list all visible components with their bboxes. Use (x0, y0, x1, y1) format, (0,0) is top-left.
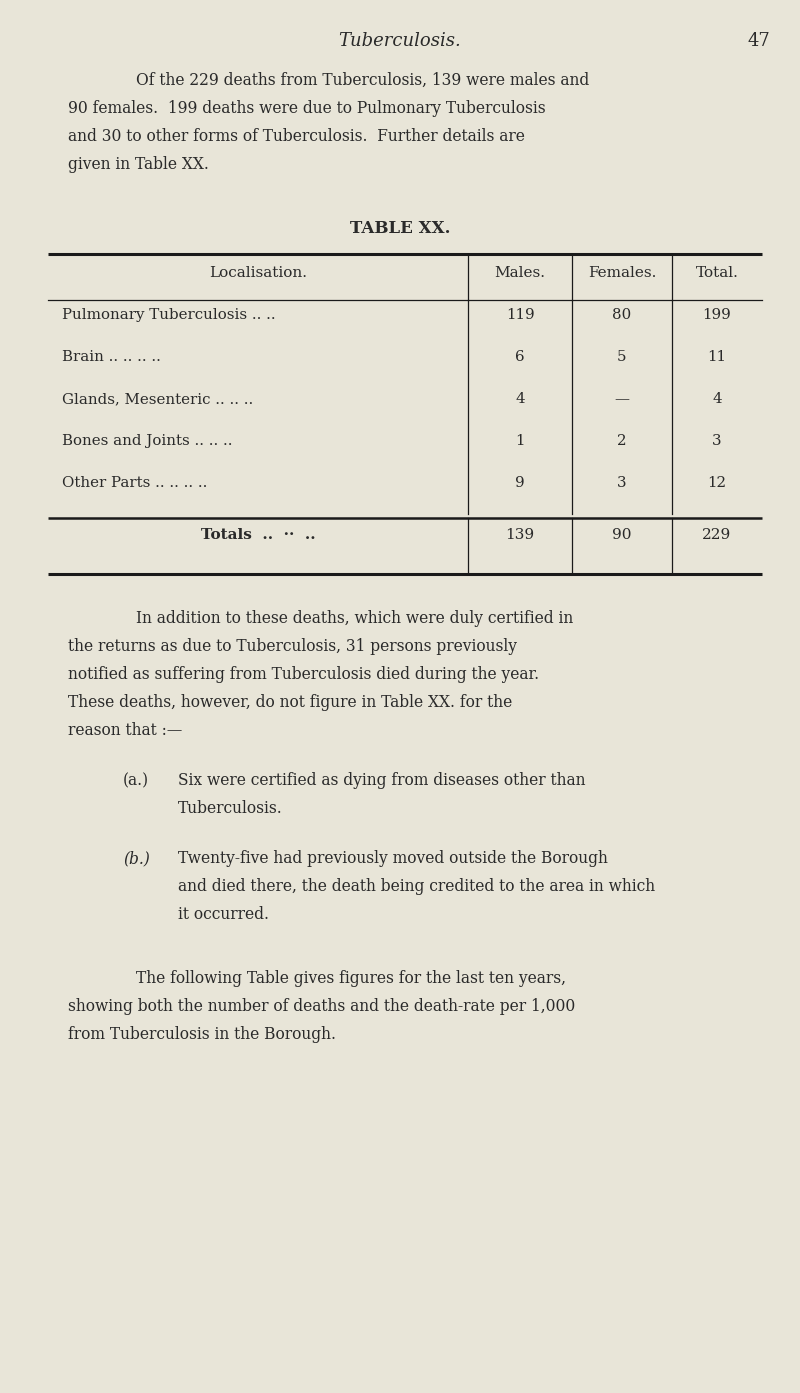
Text: Localisation.: Localisation. (209, 266, 307, 280)
Text: 11: 11 (707, 350, 726, 364)
Text: Pulmonary Tuberculosis .. ..: Pulmonary Tuberculosis .. .. (62, 308, 276, 322)
Text: from Tuberculosis in the Borough.: from Tuberculosis in the Borough. (68, 1027, 336, 1043)
Text: 5: 5 (618, 350, 626, 364)
Text: showing both the number of deaths and the death-rate per 1,000: showing both the number of deaths and th… (68, 997, 575, 1015)
Text: 3: 3 (617, 476, 627, 490)
Text: 4: 4 (712, 391, 722, 405)
Text: 47: 47 (747, 32, 770, 50)
Text: 6: 6 (515, 350, 525, 364)
Text: (a.): (a.) (123, 772, 149, 788)
Text: In addition to these deaths, which were duly certified in: In addition to these deaths, which were … (136, 610, 574, 627)
Text: (b.): (b.) (123, 850, 150, 866)
Text: TABLE XX.: TABLE XX. (350, 220, 450, 237)
Text: —: — (614, 391, 630, 405)
Text: 90 females.  199 deaths were due to Pulmonary Tuberculosis: 90 females. 199 deaths were due to Pulmo… (68, 100, 546, 117)
Text: 119: 119 (506, 308, 534, 322)
Text: Brain .. .. .. ..: Brain .. .. .. .. (62, 350, 161, 364)
Text: Females.: Females. (588, 266, 656, 280)
Text: reason that :—: reason that :— (68, 722, 182, 740)
Text: and 30 to other forms of Tuberculosis.  Further details are: and 30 to other forms of Tuberculosis. F… (68, 128, 525, 145)
Text: The following Table gives figures for the last ten years,: The following Table gives figures for th… (136, 970, 566, 988)
Text: Tuberculosis.: Tuberculosis. (338, 32, 462, 50)
Text: notified as suffering from Tuberculosis died during the year.: notified as suffering from Tuberculosis … (68, 666, 539, 683)
Text: 139: 139 (506, 528, 534, 542)
Text: Glands, Mesenteric .. .. ..: Glands, Mesenteric .. .. .. (62, 391, 254, 405)
Text: and died there, the death being credited to the area in which: and died there, the death being credited… (178, 878, 655, 894)
Text: 229: 229 (702, 528, 732, 542)
Text: Twenty-five had previously moved outside the Borough: Twenty-five had previously moved outside… (178, 850, 608, 866)
Text: Totals  ..  ··  ..: Totals .. ·· .. (201, 528, 315, 542)
Text: 3: 3 (712, 435, 722, 449)
Text: 199: 199 (702, 308, 731, 322)
Text: given in Table XX.: given in Table XX. (68, 156, 209, 173)
Text: Of the 229 deaths from Tuberculosis, 139 were males and: Of the 229 deaths from Tuberculosis, 139… (136, 72, 590, 89)
Text: Six were certified as dying from diseases other than: Six were certified as dying from disease… (178, 772, 586, 788)
Text: Bones and Joints .. .. ..: Bones and Joints .. .. .. (62, 435, 233, 449)
Text: the returns as due to Tuberculosis, 31 persons previously: the returns as due to Tuberculosis, 31 p… (68, 638, 517, 655)
Text: Total.: Total. (695, 266, 738, 280)
Text: These deaths, however, do not figure in Table XX. for the: These deaths, however, do not figure in … (68, 694, 512, 710)
Text: 1: 1 (515, 435, 525, 449)
Text: 9: 9 (515, 476, 525, 490)
Text: 12: 12 (707, 476, 726, 490)
Text: it occurred.: it occurred. (178, 905, 269, 924)
Text: Males.: Males. (494, 266, 546, 280)
Text: 2: 2 (617, 435, 627, 449)
Text: 80: 80 (612, 308, 632, 322)
Text: Other Parts .. .. .. ..: Other Parts .. .. .. .. (62, 476, 207, 490)
Text: 90: 90 (612, 528, 632, 542)
Text: 4: 4 (515, 391, 525, 405)
Text: Tuberculosis.: Tuberculosis. (178, 800, 282, 818)
